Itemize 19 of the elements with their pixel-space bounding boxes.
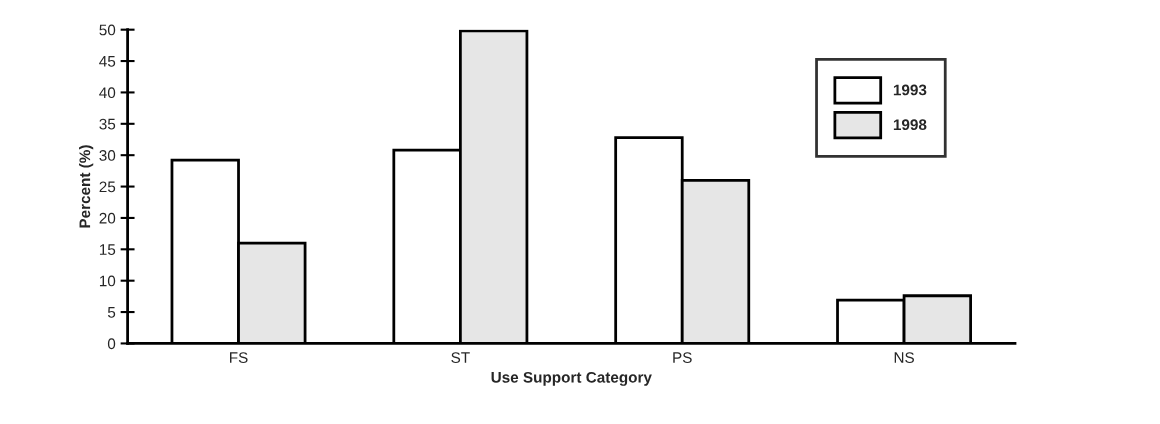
x-tick-label: ST — [451, 352, 470, 363]
y-tick-label: 30 — [99, 150, 116, 161]
y-tick-label: 20 — [99, 212, 116, 224]
y-tick-label: 15 — [99, 244, 116, 255]
y-tick-label: 0 — [107, 338, 116, 350]
y-tick-label: 5 — [107, 307, 116, 318]
x-tick-label: NS — [894, 352, 914, 363]
y-tick-label: 10 — [99, 275, 116, 287]
y-tick-label: 25 — [99, 181, 116, 193]
y-axis-title: Percent (%) — [79, 145, 94, 228]
x-tick-label: FS — [230, 352, 248, 363]
y-tick-label: 50 — [99, 24, 116, 36]
legend-label: 1998 — [893, 119, 927, 131]
y-tick-label: 45 — [99, 56, 116, 67]
x-axis-title: Use Support Category — [491, 371, 652, 386]
x-tick-label: PS — [673, 352, 692, 363]
y-tick-label: 35 — [99, 118, 116, 130]
legend-label: 1993 — [893, 84, 927, 96]
y-tick-label: 40 — [99, 87, 116, 99]
